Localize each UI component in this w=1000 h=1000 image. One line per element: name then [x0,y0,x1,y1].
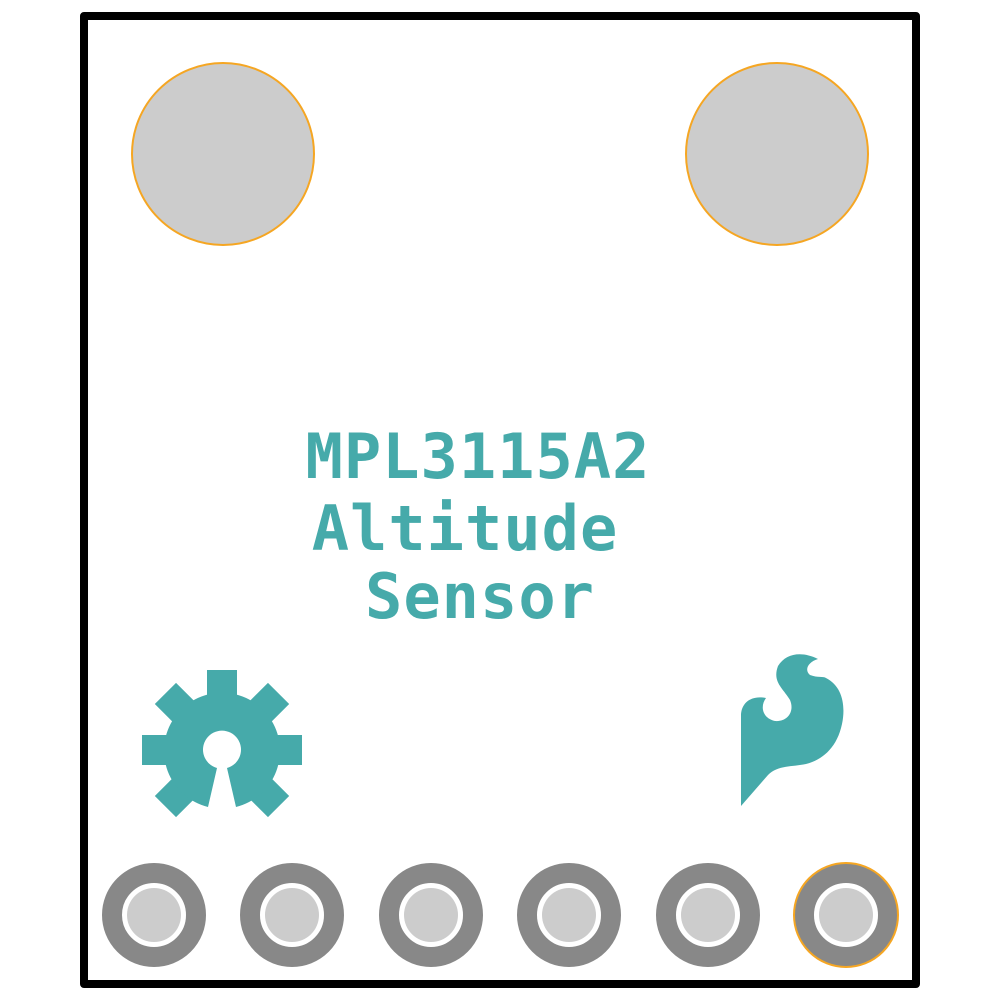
board-title-sensor: Sensor [365,560,595,633]
header-pin [102,863,206,967]
board-title-altitude: Altitude [312,492,619,565]
header-pin [379,863,483,967]
sparkfun-flame-icon [741,654,844,806]
mounting-hole-top-left [131,62,315,246]
header-pins [102,862,899,968]
header-pin [240,863,344,967]
mounting-hole-top-right [685,62,869,246]
open-hardware-gear-icon [142,670,302,818]
board-title-part-number: MPL3115A2 [306,420,651,493]
header-pin [656,863,760,967]
header-pin-1 [793,862,899,968]
header-pin [517,863,621,967]
